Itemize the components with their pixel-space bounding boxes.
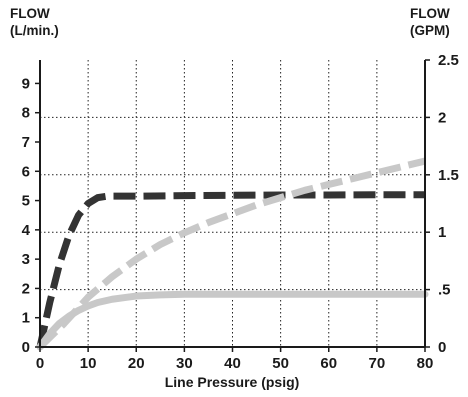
y-left-title-line2: (L/min.) [10,23,59,38]
axes [35,59,430,352]
x-axis-title: Line Pressure (psig) [165,374,300,390]
y-left-tick-label: 9 [22,75,30,92]
x-tick-label: 70 [369,355,386,372]
series-line-3 [36,290,429,351]
series-line-2 [37,157,426,350]
y-right-tick-label: 2.5 [438,52,459,69]
x-tick-label: 10 [80,355,97,372]
y-left-title-line1: FLOW [10,6,50,21]
y-right-tick-label: .5 [438,282,451,299]
x-tick-label: 80 [417,355,434,372]
y-right-tick-label: 2 [438,109,446,126]
y-right-title-line2: (GPM) [410,23,450,38]
series-layer [36,157,429,351]
y-left-tick-label: 5 [22,193,30,210]
y-right-tick-label: 0 [438,339,446,356]
series-line-1 [36,191,425,348]
y-left-tick-label: 2 [22,280,30,297]
x-tick-label: 0 [36,355,44,372]
y-left-tick-label: 0 [22,339,30,356]
x-tick-label: 20 [128,355,145,372]
y-right-tick-label: 1 [438,224,446,241]
x-tick-label: 30 [176,355,193,372]
x-tick-label: 60 [320,355,337,372]
y-right-tick-label: 1.5 [438,167,459,184]
y-right-title-line1: FLOW [410,6,450,21]
grid [40,60,425,347]
x-tick-label: 50 [272,355,289,372]
y-left-tick-label: 6 [22,163,30,180]
y-left-tick-label: 3 [22,251,30,268]
y-left-tick-label: 8 [22,105,30,122]
x-tick-label: 40 [224,355,241,372]
y-left-tick-label: 1 [22,310,30,327]
y-left-tick-label: 7 [22,134,30,151]
y-left-tick-label: 4 [22,222,31,239]
